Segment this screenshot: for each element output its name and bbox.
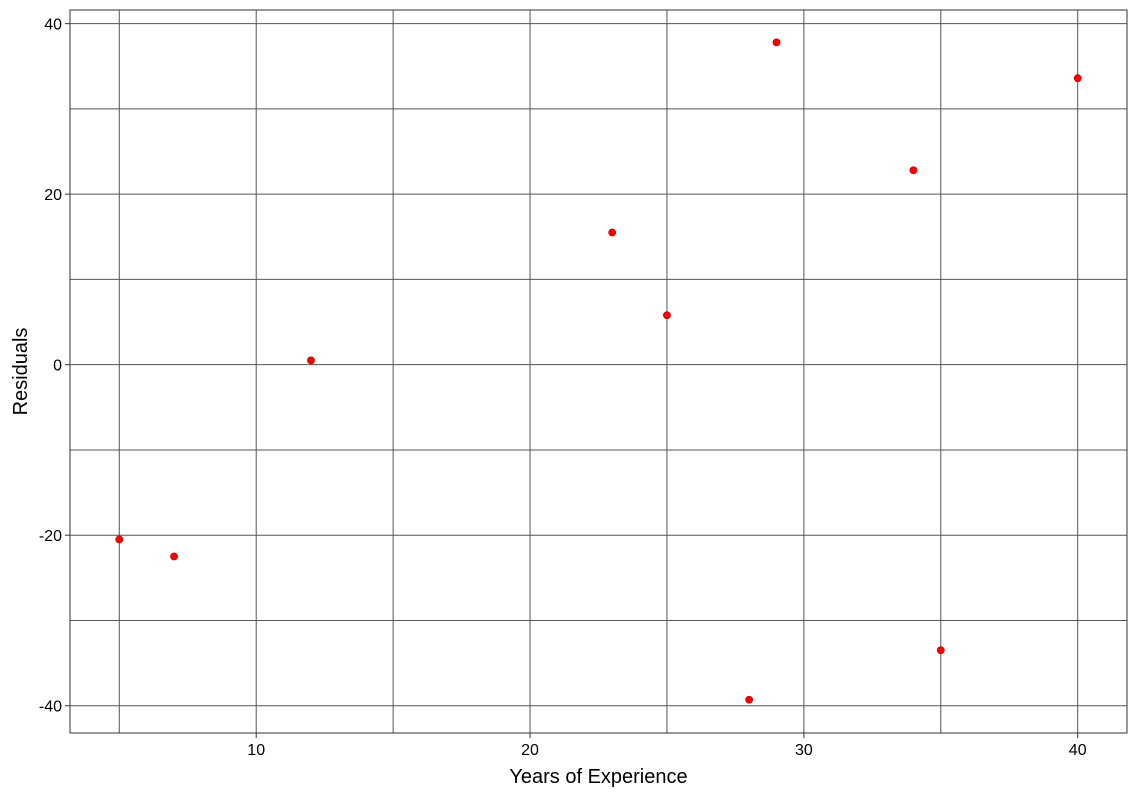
y-axis-title: Residuals (10, 328, 32, 416)
y-tick-label: -20 (39, 528, 62, 545)
grid (70, 10, 1127, 733)
data-point (772, 38, 781, 47)
data-point (745, 695, 754, 704)
y-tick-label: 40 (44, 17, 62, 34)
x-tick-label: 40 (1069, 742, 1087, 759)
data-points (115, 38, 1082, 704)
data-point (909, 166, 918, 175)
y-tick-label: 0 (53, 358, 62, 375)
data-point (663, 311, 671, 320)
y-tick-label: -40 (39, 699, 62, 716)
x-tick-label: 20 (521, 742, 539, 759)
axis-ticks: 10 20 30 40 -40 -20 0 20 40 (39, 17, 1087, 759)
y-tick-label: 20 (44, 187, 62, 204)
data-point (1073, 74, 1082, 83)
x-tick-label: 30 (795, 742, 813, 759)
data-point (307, 356, 315, 365)
data-point (936, 646, 945, 655)
x-tick-label: 10 (247, 742, 265, 759)
x-axis-title: Years of Experience (509, 766, 687, 788)
plot-panel-border (69, 9, 1128, 734)
data-point (608, 228, 617, 237)
data-point (115, 535, 124, 544)
data-point (170, 552, 178, 561)
